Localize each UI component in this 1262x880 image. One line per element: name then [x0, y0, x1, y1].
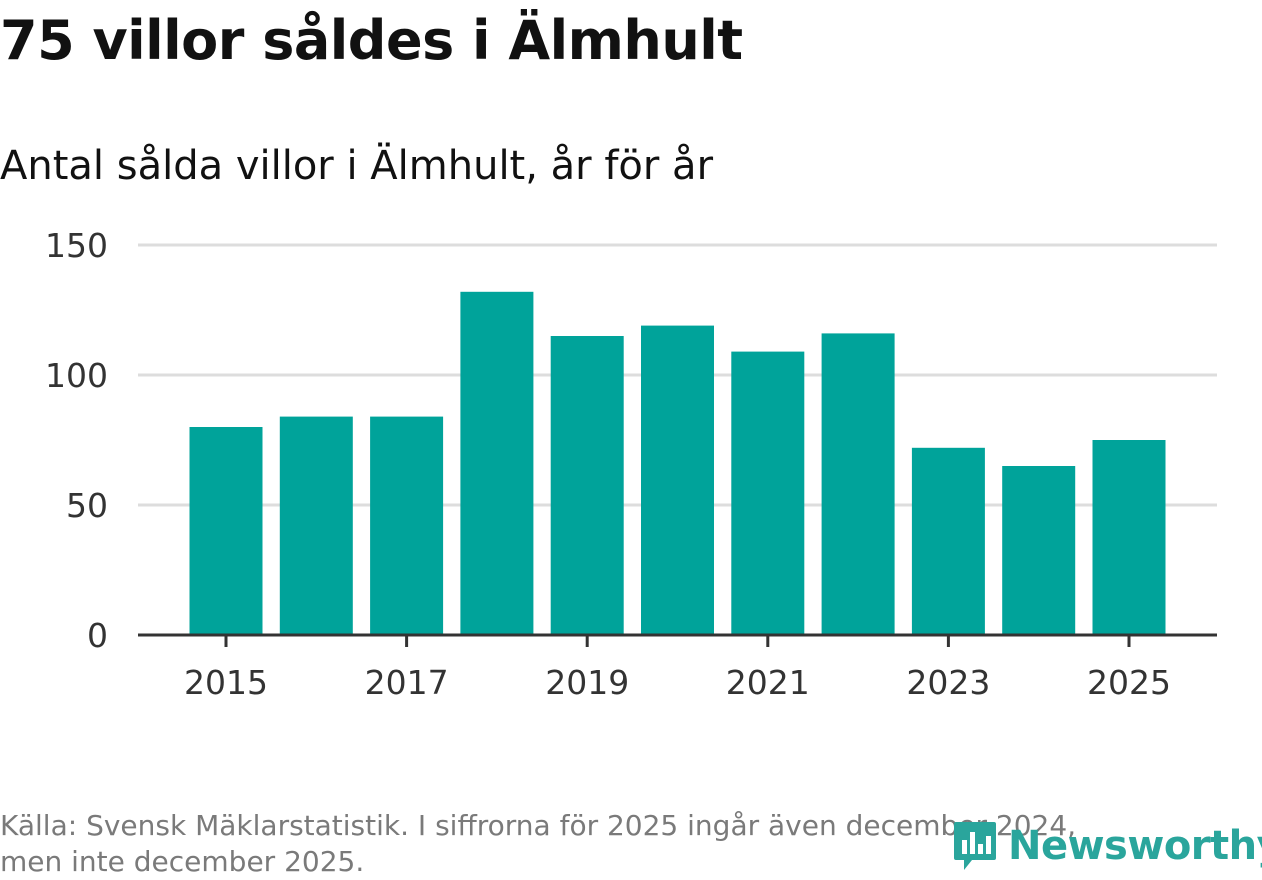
source-note-line-2: men inte december 2025.: [0, 845, 365, 878]
x-tick-label: 2025: [1087, 663, 1171, 702]
source-note: Källa: Svensk Mäklarstatistik. I siffror…: [0, 808, 1200, 880]
chart-title: 75 villor såldes i Älmhult: [0, 9, 743, 72]
bar-2021: [731, 351, 805, 635]
bar-2022: [821, 333, 895, 635]
bar-2019: [550, 336, 624, 635]
y-tick-label: 0: [87, 616, 108, 655]
y-tick-label: 100: [45, 356, 108, 395]
x-tick-label: 2015: [184, 663, 268, 702]
bar-2020: [641, 325, 714, 635]
x-tick-label: 2019: [545, 663, 629, 702]
bar-2015: [189, 427, 263, 635]
bar-2017: [370, 416, 444, 635]
bar-2023: [911, 447, 985, 635]
newsworthy-logo-icon: [954, 822, 996, 870]
chart-subtitle: Antal sålda villor i Älmhult, år för år: [0, 143, 714, 189]
bar-2016: [279, 416, 353, 635]
bar-2018: [460, 291, 534, 635]
x-tick-label: 2021: [726, 663, 810, 702]
x-tick-label: 2017: [365, 663, 449, 702]
newsworthy-logo[interactable]: Newsworthy: [952, 818, 1262, 874]
axes: 0 50 100 150 2015 2017 2019 2021 2023 2025: [45, 226, 1217, 702]
bars: [189, 291, 1166, 635]
y-tick-label: 50: [66, 486, 108, 525]
bar-2024: [1002, 466, 1076, 635]
x-tick-label: 2023: [906, 663, 990, 702]
y-tick-label: 150: [45, 226, 108, 265]
bar-2025: [1092, 440, 1166, 635]
source-note-line-1: Källa: Svensk Mäklarstatistik. I siffror…: [0, 809, 1077, 842]
newsworthy-logo-text: Newsworthy: [1008, 823, 1262, 869]
